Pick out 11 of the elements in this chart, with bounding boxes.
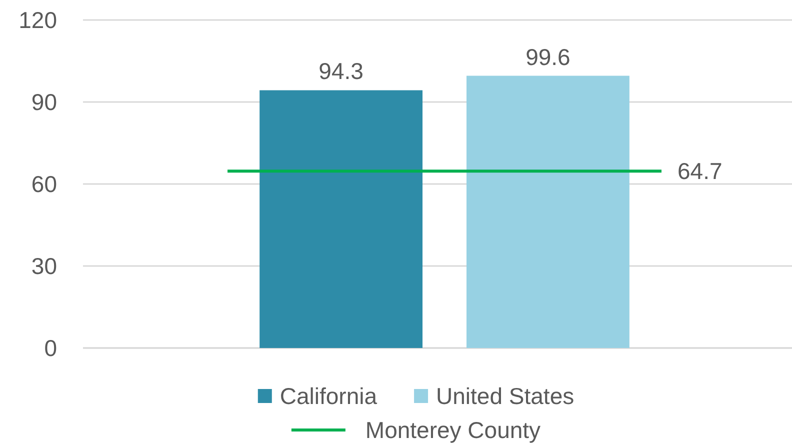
legend-label: United States (436, 383, 574, 409)
y-tick-label: 30 (31, 253, 57, 279)
data-label: 94.3 (318, 58, 364, 84)
y-tick-label: 60 (31, 171, 57, 197)
y-tick-label: 120 (18, 7, 57, 33)
data-label: 99.6 (526, 44, 570, 70)
y-tick-label: 0 (44, 335, 57, 361)
legend-label: Monterey County (365, 417, 542, 443)
legend-label: California (280, 383, 378, 409)
annotation: 64.7 (677, 158, 722, 184)
y-tick-label: 90 (31, 89, 57, 115)
